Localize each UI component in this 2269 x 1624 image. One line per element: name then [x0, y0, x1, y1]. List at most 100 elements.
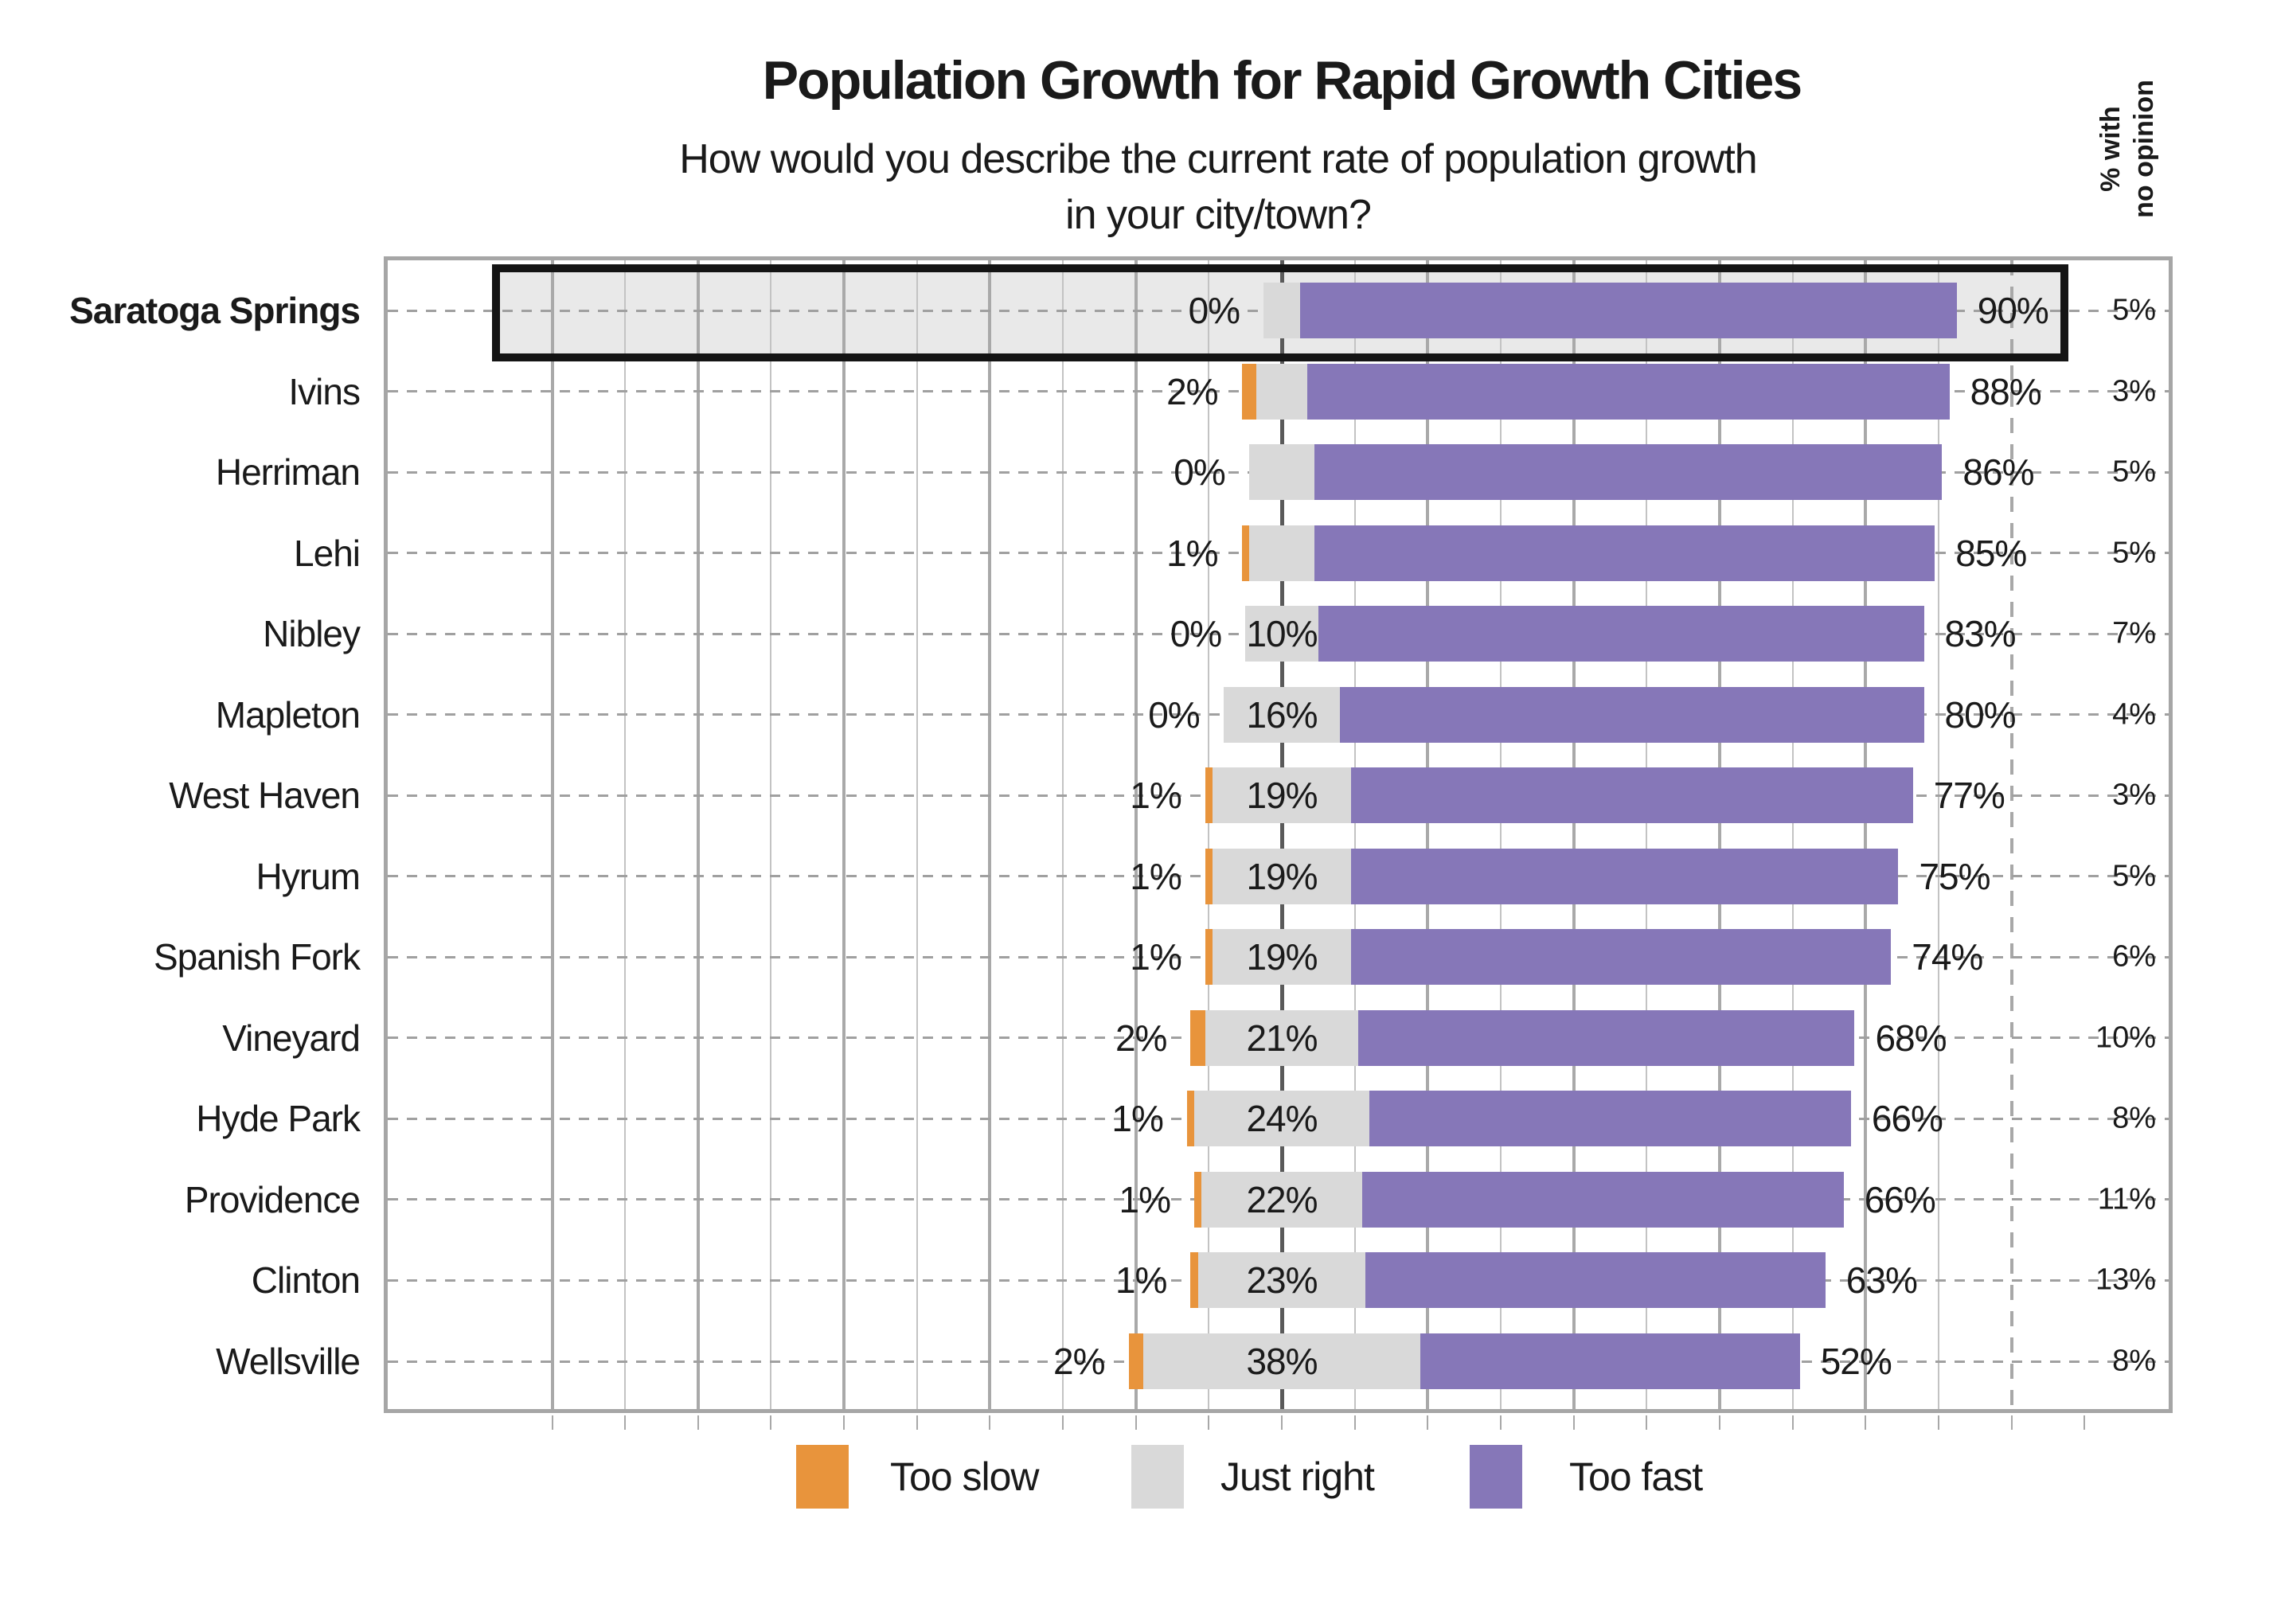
gridline--10pct: [1208, 260, 1210, 1409]
row-label-clinton: Clinton: [251, 1259, 361, 1302]
row-label-wellsville: Wellsville: [216, 1341, 361, 1383]
bar-just-right-nibley: [1245, 606, 1318, 662]
bar-too-fast-vineyard: [1358, 1009, 1855, 1066]
value-just-right-west-haven: 19%: [1246, 775, 1318, 817]
bar-just-right-wellsville: [1142, 1333, 1421, 1390]
axis-tick-30pct: [1499, 1415, 1502, 1430]
axis-tick--20pct: [1134, 1415, 1137, 1430]
value-no-opinion-vineyard: 10%: [2095, 1021, 2156, 1055]
value-too-slow-hyrum: 1%: [1130, 855, 1181, 897]
value-too-slow-providence: 1%: [1119, 1178, 1171, 1220]
axis-tick--60pct: [843, 1415, 846, 1430]
bar-too-fast-mapleton: [1340, 686, 1924, 743]
value-just-right-providence: 22%: [1246, 1178, 1318, 1220]
gridline--50pct: [916, 260, 918, 1409]
bar-too-slow-lehi: [1241, 525, 1249, 581]
value-no-opinion-lehi: 5%: [2112, 536, 2156, 570]
axis-tick--10pct: [1208, 1415, 1210, 1430]
highlight-box-border: [492, 264, 2068, 361]
chart-subtitle-line2: in your city/town?: [1065, 192, 1372, 238]
axis-tick-20pct: [1427, 1415, 1429, 1430]
bar-too-fast-hyde-park: [1369, 1091, 1851, 1147]
value-too-slow-wellsville: 2%: [1053, 1341, 1105, 1383]
bar-too-fast-clinton: [1365, 1252, 1826, 1309]
value-no-opinion-west-haven: 3%: [2112, 778, 2156, 812]
value-too-fast-vineyard: 68%: [1875, 1017, 1947, 1059]
bar-too-fast-ivins: [1307, 363, 1950, 420]
bar-too-slow-hyde-park: [1186, 1091, 1194, 1147]
axis-tick--50pct: [916, 1415, 918, 1430]
value-too-fast-hyde-park: 66%: [1871, 1098, 1943, 1140]
gridline-50pct: [1646, 260, 1648, 1409]
value-just-right-spanish-fork: 19%: [1246, 936, 1318, 978]
axis-tick-80pct: [1865, 1415, 1867, 1430]
axis-tick--30pct: [1062, 1415, 1064, 1430]
value-too-fast-west-haven: 77%: [1933, 775, 2005, 817]
bar-too-slow-ivins: [1241, 363, 1256, 420]
value-too-slow-saratoga-springs: 0%: [1188, 290, 1240, 331]
bar-too-fast-spanish-fork: [1351, 929, 1892, 986]
value-no-opinion-spanish-fork: 6%: [2112, 939, 2156, 974]
axis-tick--80pct: [697, 1415, 699, 1430]
value-just-right-mapleton: 16%: [1246, 693, 1318, 736]
legend-label-just-right: Just right: [1220, 1454, 1375, 1499]
bar-just-right-saratoga-springs: [1263, 283, 1300, 338]
legend-label-too-fast: Too fast: [1569, 1454, 1703, 1499]
row-label-hyrum: Hyrum: [256, 855, 361, 897]
chart-subtitle-line1: How would you describe the current rate …: [679, 136, 1757, 182]
axis-tick-10pct: [1353, 1415, 1356, 1430]
value-just-right-vineyard: 21%: [1246, 1017, 1318, 1059]
value-too-fast-lehi: 85%: [1955, 532, 2027, 574]
value-too-fast-hyrum: 75%: [1919, 855, 1990, 897]
axis-tick-60pct: [1718, 1415, 1720, 1430]
value-no-opinion-herriman: 5%: [2112, 455, 2156, 489]
row-label-herriman: Herriman: [215, 451, 361, 494]
axis-tick--100pct: [551, 1415, 553, 1430]
row-label-ivins: Ivins: [288, 370, 361, 412]
gridline-80pct: [1864, 260, 1868, 1409]
legend-item-just-right: Just right: [1131, 1445, 1375, 1509]
value-just-right-hyrum: 19%: [1246, 855, 1318, 897]
bar-too-fast-hyrum: [1351, 848, 1899, 904]
gridline--20pct: [1134, 260, 1138, 1409]
value-no-opinion-clinton: 13%: [2095, 1263, 2156, 1297]
legend-item-too-slow: Too slow: [796, 1445, 1040, 1509]
row-label-nibley: Nibley: [263, 613, 361, 655]
bar-too-slow-west-haven: [1205, 767, 1213, 824]
gridline--70pct: [770, 260, 772, 1409]
value-too-slow-mapleton: 0%: [1148, 693, 1200, 736]
gridline--90pct: [624, 260, 627, 1409]
chart-title: Population Growth for Rapid Growth Citie…: [762, 50, 1802, 111]
value-no-opinion-mapleton: 4%: [2112, 697, 2156, 732]
value-too-slow-ivins: 2%: [1166, 370, 1218, 412]
bar-too-fast-nibley: [1318, 606, 1924, 662]
value-too-slow-spanish-fork: 1%: [1130, 936, 1181, 978]
bar-too-slow-hyrum: [1205, 848, 1213, 904]
bar-too-fast-wellsville: [1420, 1333, 1800, 1390]
value-too-fast-saratoga-springs: 90%: [1977, 290, 2049, 331]
axis-tick-0pct: [1281, 1415, 1283, 1430]
row-label-providence: Providence: [184, 1178, 361, 1220]
value-too-fast-wellsville: 52%: [1820, 1341, 1892, 1383]
bar-too-slow-clinton: [1190, 1252, 1198, 1309]
bar-too-slow-providence: [1194, 1171, 1202, 1228]
gridline-10pct: [1353, 260, 1356, 1409]
value-too-fast-clinton: 63%: [1845, 1259, 1918, 1302]
legend-swatch-just-right: [1131, 1445, 1184, 1509]
axis-tick-70pct: [1791, 1415, 1794, 1430]
no-opinion-header-line1: % with: [2095, 106, 2126, 192]
bar-too-fast-providence: [1361, 1171, 1844, 1228]
gridline-30pct: [1499, 260, 1502, 1409]
gridline--40pct: [988, 260, 992, 1409]
bar-just-right-west-haven: [1212, 767, 1352, 824]
gridline-0pct: [1279, 260, 1284, 1409]
row-label-hyde-park: Hyde Park: [196, 1098, 361, 1140]
gridline--100pct: [550, 260, 554, 1409]
gridline-20pct: [1426, 260, 1430, 1409]
value-just-right-clinton: 23%: [1246, 1259, 1318, 1302]
gridline-100pct: [2009, 260, 2013, 1409]
gridline-70pct: [1791, 260, 1794, 1409]
axis-tick--40pct: [989, 1415, 991, 1430]
bar-just-right-clinton: [1197, 1252, 1366, 1309]
row-label-mapleton: Mapleton: [215, 693, 361, 736]
